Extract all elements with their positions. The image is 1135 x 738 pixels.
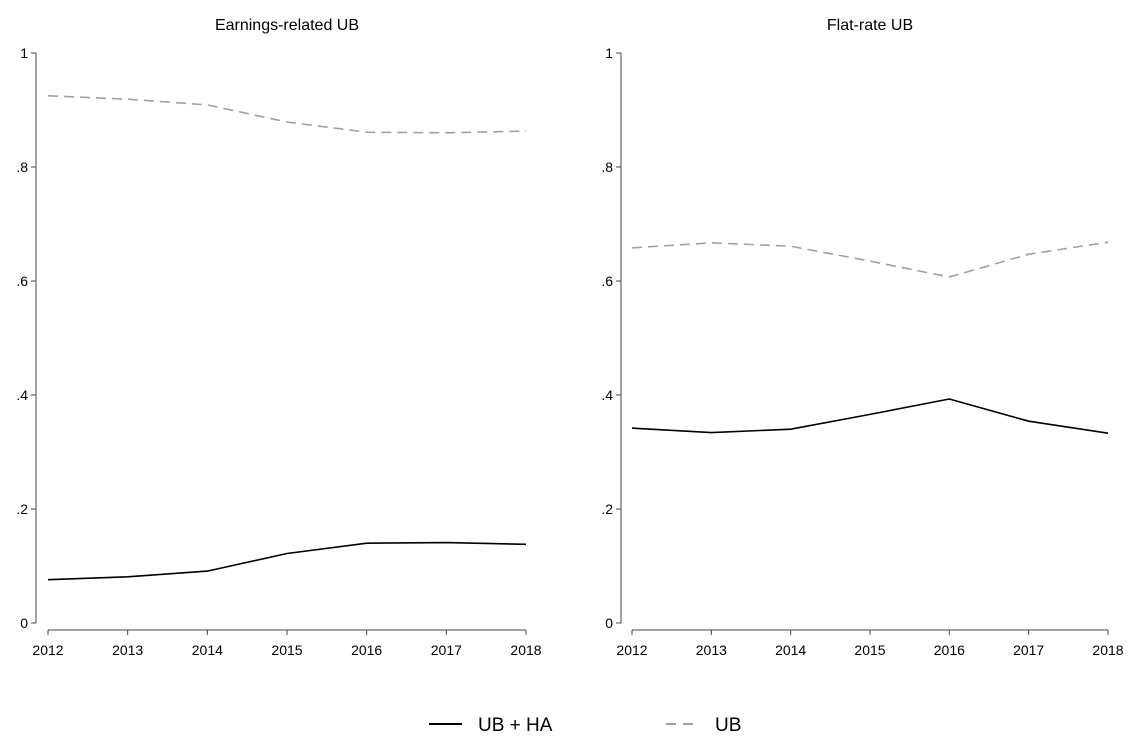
x-tick-label: 2013 — [112, 642, 143, 658]
y-tick-label: 0 — [605, 615, 613, 631]
y-tick-label: .8 — [16, 159, 28, 175]
legend-label: UB + HA — [478, 715, 553, 736]
chart-panel-1: Earnings-related UB 0 .2 .4 .6 .8 1 2012 2013 201… — [16, 17, 541, 658]
y-tick-label: .4 — [16, 387, 28, 403]
legend-label: UB — [715, 715, 741, 736]
x-tick-label: 2018 — [510, 642, 541, 658]
chart-panels: Earnings-related UB 0 .2 .4 .6 .8 1 2012 2013 201… — [16, 17, 1123, 658]
legend: UB + HA UB — [429, 715, 741, 736]
chart-panel-2: Flat-rate UB 0 .2 .4 .6 .8 1 2012 2013 2014 2015 20… — [601, 17, 1123, 658]
y-tick-label: .8 — [601, 159, 613, 175]
y-tick-label: .2 — [16, 501, 28, 517]
x-tick-label: 2017 — [1013, 642, 1044, 658]
series-line-ub-ha — [631, 398, 1109, 434]
x-tick-label: 2018 — [1092, 642, 1123, 658]
y-tick-label: 1 — [20, 45, 28, 61]
y-tick-label: 1 — [605, 45, 613, 61]
x-tick-label: 2012 — [32, 642, 63, 658]
x-tick-label: 2016 — [351, 642, 382, 658]
y-tick-label: 0 — [20, 615, 28, 631]
series-line-ub-ha — [47, 541, 527, 581]
y-tick-label: .6 — [601, 273, 613, 289]
x-tick-label: 2013 — [696, 642, 727, 658]
panel-title: Flat-rate UB — [827, 17, 913, 34]
x-tick-label: 2015 — [271, 642, 302, 658]
series-line-ub — [631, 241, 1109, 278]
y-tick-label: .6 — [16, 273, 28, 289]
series-line-ub — [47, 95, 527, 134]
x-tick-label: 2014 — [192, 642, 223, 658]
x-tick-label: 2016 — [934, 642, 965, 658]
panel-title: Earnings-related UB — [215, 17, 359, 34]
x-tick-label: 2012 — [616, 642, 647, 658]
x-tick-label: 2014 — [775, 642, 806, 658]
x-tick-label: 2015 — [854, 642, 885, 658]
x-tick-label: 2017 — [431, 642, 462, 658]
y-tick-label: .4 — [601, 387, 613, 403]
y-tick-label: .2 — [601, 501, 613, 517]
